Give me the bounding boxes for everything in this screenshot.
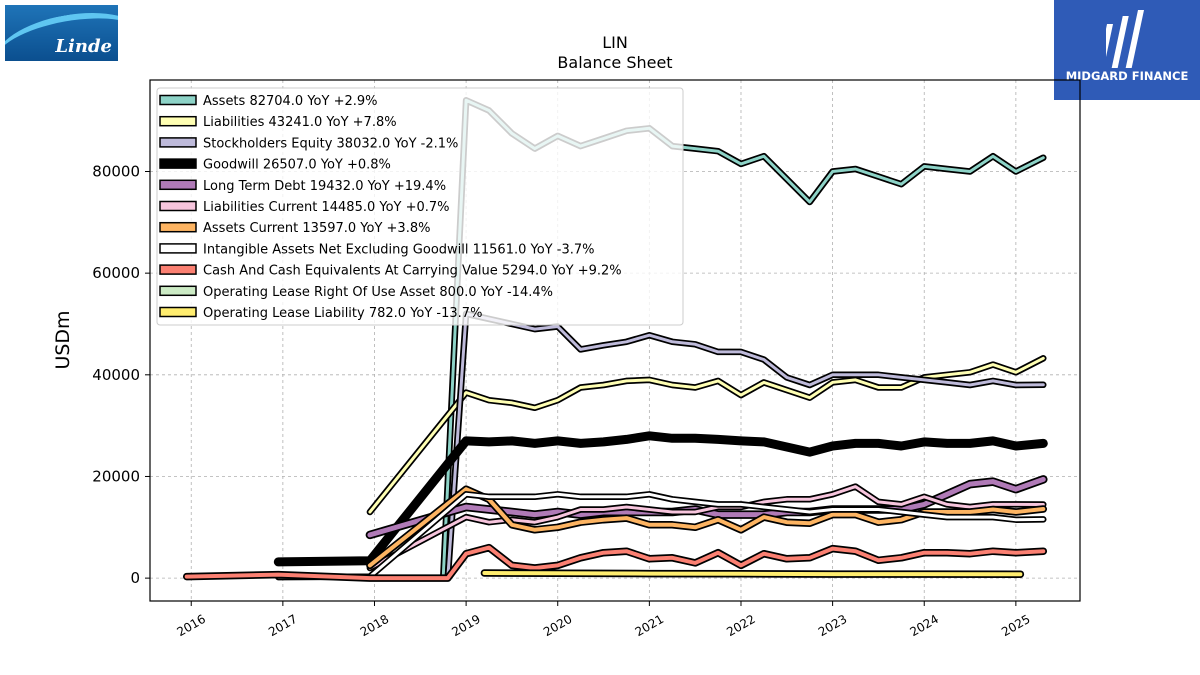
legend: Assets 82704.0 YoY +2.9% Liabilities 4324… xyxy=(156,87,684,326)
x-tick-label: 2016 xyxy=(175,612,208,639)
series-line-3 xyxy=(273,431,1048,567)
midgard-finance-logo: MIDGARD FINANCE xyxy=(1054,0,1200,100)
y-axis-label: USDm xyxy=(52,310,74,369)
legend-label: Cash And Cash Equivalents At Carrying Va… xyxy=(203,264,622,279)
legend-swatch xyxy=(159,115,197,127)
legend-swatch xyxy=(159,158,197,169)
y-tick-label: 0 xyxy=(130,569,140,587)
legend-swatch xyxy=(159,264,197,275)
series-line-7 xyxy=(276,492,1045,579)
series-line-10 xyxy=(482,571,1023,577)
midgard-logo-text: MIDGARD FINANCE xyxy=(1065,69,1189,83)
legend-swatch xyxy=(159,243,197,254)
legend-label: Long Term Debt 19432.0 YoY +19.4% xyxy=(203,179,446,194)
y-tick-label: 40000 xyxy=(92,366,140,384)
chart-subtitle: Balance Sheet xyxy=(557,53,672,72)
legend-swatch xyxy=(159,285,197,297)
plot-frame xyxy=(149,79,1081,602)
legend-swatch xyxy=(159,221,197,233)
series-line-1 xyxy=(368,356,1045,514)
y-tick-label: 20000 xyxy=(92,467,140,485)
legend-swatch xyxy=(159,94,197,106)
x-tick-label: 2025 xyxy=(999,612,1032,639)
legend-label: Assets 82704.0 YoY +2.9% xyxy=(203,94,378,109)
legend-label: Assets Current 13597.0 YoY +3.8% xyxy=(203,221,430,236)
x-tick-label: 2021 xyxy=(633,612,666,639)
chart-title: LIN xyxy=(602,33,628,52)
x-tick-label: 2020 xyxy=(541,612,574,639)
x-tick-label: 2017 xyxy=(266,612,299,639)
legend-label: Stockholders Equity 38032.0 YoY -2.1% xyxy=(203,136,458,151)
legend-label: Operating Lease Right Of Use Asset 800.0… xyxy=(203,285,553,300)
legend-swatch xyxy=(159,179,197,191)
x-tick-label: 2018 xyxy=(358,612,391,639)
series-line-2 xyxy=(368,312,1045,580)
legend-swatch xyxy=(159,137,197,148)
midgard-mark-icon xyxy=(1106,10,1144,68)
legend-swatch xyxy=(159,306,197,318)
legend-label: Operating Lease Liability 782.0 YoY -13.… xyxy=(203,306,482,321)
x-tick-label: 2022 xyxy=(724,612,757,639)
linde-logo-text: Linde xyxy=(55,36,112,57)
x-tick-label: 2024 xyxy=(908,612,941,639)
series-line-6 xyxy=(367,487,1046,568)
x-tick-label: 2019 xyxy=(449,612,482,639)
linde-logo: Linde xyxy=(5,5,118,61)
y-tick-label: 80000 xyxy=(92,162,140,180)
x-tick-label: 2023 xyxy=(816,612,849,639)
legend-box xyxy=(156,87,684,326)
series-line-8 xyxy=(184,545,1046,581)
legend-label: Intangible Assets Net Excluding Goodwill… xyxy=(203,242,594,257)
legend-label: Liabilities Current 14485.0 YoY +0.7% xyxy=(203,200,450,215)
legend-swatch xyxy=(159,200,197,212)
legend-label: Liabilities 43241.0 YoY +7.8% xyxy=(203,115,397,130)
y-tick-label: 60000 xyxy=(92,264,140,282)
series-line-4 xyxy=(367,476,1046,538)
legend-label: Goodwill 26507.0 YoY +0.8% xyxy=(203,158,391,173)
